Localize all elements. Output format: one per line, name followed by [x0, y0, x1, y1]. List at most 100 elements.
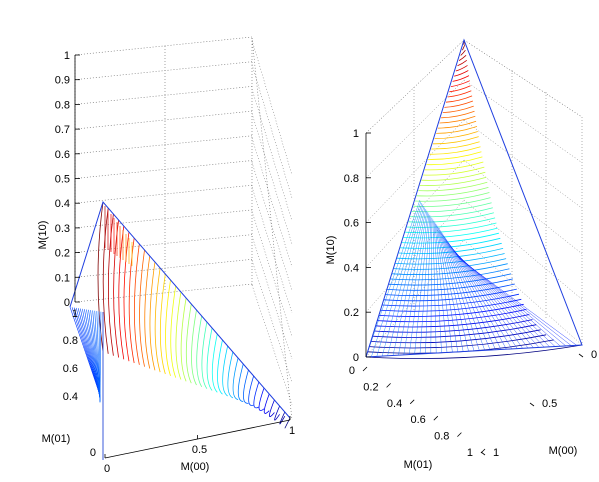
- right-surface-line: [449, 244, 529, 349]
- right-surface-line: [376, 202, 423, 357]
- left-surface-line: [99, 311, 102, 403]
- right-x-tick-label: 0.5: [542, 398, 557, 410]
- right-grid-line: [365, 199, 465, 313]
- left-surface-line: [133, 243, 140, 365]
- right-x-tick: [529, 402, 535, 407]
- left-surface-line: [258, 387, 265, 411]
- right-surface-line: [385, 283, 515, 296]
- right-surface-line: [419, 214, 431, 355]
- left-surface: [69, 200, 291, 429]
- right-surface-line: [460, 49, 466, 56]
- right-surface-line: [452, 75, 470, 82]
- right-surface-line: [450, 80, 470, 87]
- right-surface-line: [457, 59, 468, 67]
- right-x-axis-label: M(00): [549, 445, 578, 457]
- right-surface-line: [370, 329, 541, 344]
- left-surface-line: [206, 327, 213, 391]
- right-surface-line: [403, 227, 498, 239]
- right-surface-line: [439, 115, 476, 124]
- right-surface-line: [432, 219, 437, 354]
- left-grid-line: [251, 162, 293, 291]
- left-grid-line: [251, 235, 293, 360]
- right-z-axis-label: M(10): [325, 236, 337, 265]
- left-z-tick-label: 0.6: [55, 149, 70, 161]
- left-surface-line: [180, 297, 187, 382]
- right-surface-line: [436, 225, 458, 352]
- right-surface-line: [398, 208, 427, 356]
- right-z-tick-label: 0.4: [344, 262, 359, 274]
- right-surface-line: [434, 131, 478, 140]
- left-grid-line: [74, 259, 253, 278]
- right-surface-line: [437, 120, 477, 129]
- left-surface-line: [149, 261, 156, 371]
- right-z-tick-label: 0.8: [344, 173, 359, 185]
- right-grid-line: [463, 119, 583, 209]
- left-surface-line: [94, 310, 101, 402]
- right-surface-line: [423, 166, 485, 176]
- right-surface-line: [374, 319, 533, 333]
- right-surface-line: [432, 136, 479, 145]
- right-surface-line: [462, 44, 466, 51]
- right-grid-line: [365, 119, 465, 223]
- right-y-tick-label: 0.8: [434, 431, 449, 443]
- left-y-axis-label: M(01): [42, 433, 71, 445]
- right-y-tick: [386, 383, 391, 388]
- left-surface-line: [222, 345, 229, 397]
- left-surface-line: [217, 339, 223, 395]
- left-surface-line: [98, 311, 101, 403]
- left-z-tick-label: 0.9: [55, 75, 70, 87]
- right-surface-line: [454, 252, 556, 347]
- left-y-tick-label: 0: [90, 447, 96, 459]
- right-grid-line: [463, 79, 583, 163]
- right-surface-line: [411, 202, 492, 213]
- right-surface-line: [429, 146, 481, 155]
- right-surface-line: [418, 181, 488, 192]
- left-surface-line: [243, 369, 249, 404]
- right-surface-line: [441, 110, 475, 119]
- right-x-tick-label: 1: [493, 447, 499, 459]
- right-surface-line: [458, 55, 467, 61]
- left-surface-line: [185, 303, 192, 384]
- left-grid-line: [251, 37, 293, 421]
- right-surface-line: [434, 222, 448, 353]
- left-grid-line: [251, 64, 293, 199]
- right-surface-line: [379, 303, 524, 317]
- right-surface-line: [383, 288, 517, 302]
- right-z-tick-label: 0.6: [344, 218, 359, 230]
- left-surface-edge: [69, 200, 291, 419]
- left-y-tick-label: 0.8: [63, 335, 78, 347]
- right-z-tick-label: 1: [353, 128, 359, 140]
- left-grid-line: [74, 110, 253, 130]
- right-surface-line: [424, 161, 484, 171]
- left-surface-line: [274, 405, 280, 421]
- right-surface-edge: [365, 38, 583, 358]
- right-surface-line: [419, 176, 487, 186]
- left-surface-line: [263, 393, 270, 414]
- right-surface-line: [414, 192, 490, 202]
- left-surface-line: [232, 357, 239, 401]
- right-surface-line: [369, 334, 547, 349]
- left-surface-line: [113, 219, 119, 358]
- left-grid-line: [74, 36, 253, 56]
- left-z-tick-label: 0.4: [55, 198, 70, 210]
- right-grid-line: [365, 79, 465, 178]
- right-surface-line: [382, 293, 520, 307]
- right-surface-line: [445, 95, 473, 103]
- right-surface-line: [433, 220, 442, 353]
- right-surface-line: [443, 235, 496, 350]
- right-surface-line: [375, 314, 530, 328]
- left-surface-line: [90, 310, 101, 401]
- right-surface-line: [416, 187, 489, 197]
- left-z-tick-label: 0.5: [55, 174, 70, 186]
- left-surface-line: [196, 315, 203, 388]
- left-y-tick-label: 1: [72, 308, 78, 320]
- right-surface-line: [450, 246, 534, 348]
- left-z-tick-label: 0.1: [55, 272, 70, 284]
- right-surface-line: [413, 197, 491, 207]
- right-surface-line: [455, 65, 468, 72]
- left-x-tick-label: 1: [289, 425, 295, 437]
- left-surface-line: [92, 310, 101, 401]
- right-z-tick-label: 0: [353, 352, 359, 364]
